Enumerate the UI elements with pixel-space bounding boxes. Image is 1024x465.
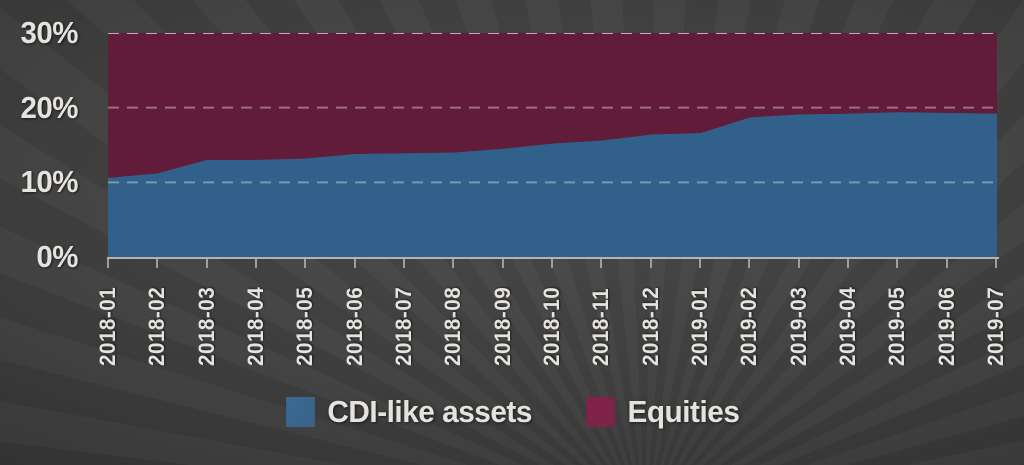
x-tick-label: 2018-08 bbox=[440, 286, 466, 366]
x-tick-label: 2019-05 bbox=[884, 286, 910, 366]
x-tick-label: 2019-03 bbox=[785, 286, 811, 366]
x-tick-label: 2019-07 bbox=[983, 286, 1008, 366]
legend-label: Equities bbox=[627, 394, 740, 429]
legend-swatch-icon bbox=[286, 397, 316, 427]
area-series-equities bbox=[108, 33, 997, 178]
x-tick-label: 2018-12 bbox=[637, 286, 663, 366]
x-tick bbox=[452, 259, 455, 268]
x-tick bbox=[156, 259, 159, 268]
x-tick bbox=[896, 259, 899, 268]
chart-legend: CDI-like assets Equities bbox=[0, 390, 1024, 434]
x-tick bbox=[353, 259, 356, 268]
plot-area bbox=[108, 33, 997, 257]
x-tick-label: 2018-11 bbox=[588, 287, 614, 366]
x-tick bbox=[600, 259, 603, 268]
x-axis-line bbox=[107, 257, 999, 259]
y-tick-label: 30% bbox=[20, 15, 79, 50]
x-tick bbox=[995, 259, 997, 268]
x-tick bbox=[945, 259, 948, 268]
x-tick bbox=[255, 259, 257, 268]
x-tick-label: 2019-02 bbox=[736, 286, 762, 366]
x-tick bbox=[403, 259, 405, 268]
chart-svg bbox=[108, 33, 997, 257]
legend-label: CDI-like assets bbox=[327, 394, 533, 429]
x-tick bbox=[304, 259, 307, 268]
x-tick bbox=[501, 259, 504, 268]
x-tick-label: 2018-03 bbox=[193, 286, 219, 366]
x-tick bbox=[107, 259, 109, 268]
x-tick-label: 2018-06 bbox=[341, 286, 367, 366]
x-tick bbox=[748, 259, 751, 268]
x-tick-label: 2019-04 bbox=[835, 286, 860, 366]
x-tick-label: 2018-07 bbox=[391, 286, 416, 366]
x-tick bbox=[847, 259, 849, 268]
x-tick-label: 2019-06 bbox=[933, 286, 959, 366]
legend-item-equities: Equities bbox=[586, 394, 740, 430]
x-tick-label: 2018-04 bbox=[243, 286, 268, 366]
x-tick bbox=[551, 259, 553, 268]
y-tick-label: 0% bbox=[36, 239, 78, 274]
x-tick bbox=[797, 259, 800, 268]
x-tick bbox=[699, 259, 701, 268]
x-tick-label: 2018-02 bbox=[144, 286, 170, 366]
x-tick bbox=[649, 259, 652, 268]
legend-swatch-icon bbox=[586, 397, 616, 427]
y-tick-label: 10% bbox=[20, 164, 79, 200]
y-tick-label: 20% bbox=[20, 89, 79, 125]
x-tick-label: 2018-05 bbox=[292, 286, 318, 366]
x-tick-label: 2018-10 bbox=[539, 286, 564, 366]
x-tick-label: 2018-09 bbox=[489, 286, 515, 366]
x-tick bbox=[205, 259, 208, 268]
legend-item-cdi-like-assets: CDI-like assets bbox=[286, 394, 533, 430]
x-tick-label: 2019-01 bbox=[687, 286, 712, 366]
area-series-cdi-like-assets bbox=[108, 112, 997, 257]
x-tick-label: 2018-01 bbox=[95, 286, 120, 366]
